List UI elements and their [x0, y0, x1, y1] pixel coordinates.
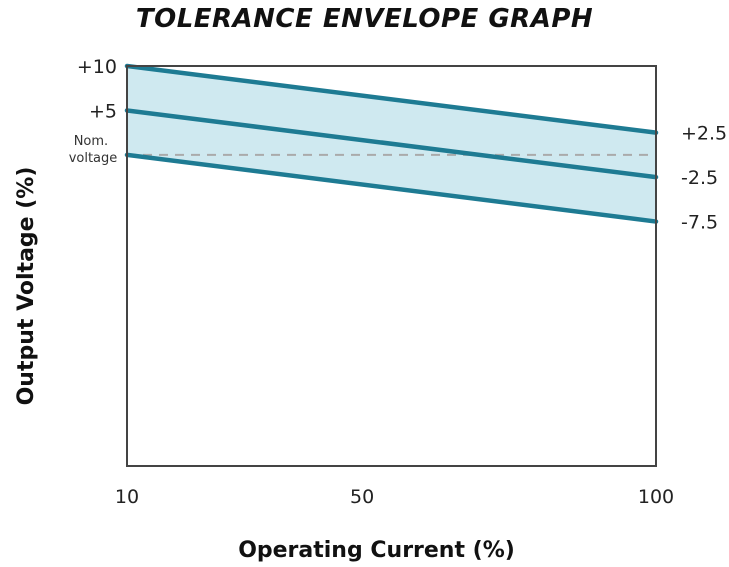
series-lines [124, 63, 659, 224]
x-tick-50: 50 [350, 486, 374, 508]
x-axis-label: Operating Current (%) [238, 538, 515, 563]
series-end-label-3: -7.5 [681, 212, 718, 234]
series-line-2 [124, 108, 659, 180]
x-tick-100: 100 [638, 486, 674, 508]
y-tick-label: +5 [89, 100, 117, 122]
nominal-label-line-1: Nom. [74, 134, 108, 149]
series-line-1 [124, 63, 659, 135]
y-tick-label: +10 [77, 56, 117, 78]
nominal-label-line-2: voltage [69, 151, 118, 166]
series-end-label-1: +2.5 [681, 123, 727, 145]
x-tick-labels: 10 50 100 [115, 486, 674, 508]
chart-title: TOLERANCE ENVELOPE GRAPH [135, 4, 594, 34]
series-end-label-2: -2.5 [681, 167, 718, 189]
nominal-voltage-label: Nom. voltage [69, 134, 118, 166]
series-line-3 [124, 152, 659, 224]
y-tick-labels: +10 +5 [77, 56, 117, 122]
plot-frame [126, 65, 657, 467]
y-axis-label: Output Voltage (%) [14, 167, 39, 406]
x-tick-10: 10 [115, 486, 139, 508]
series-end-labels: +2.5 -2.5 -7.5 [681, 123, 727, 234]
